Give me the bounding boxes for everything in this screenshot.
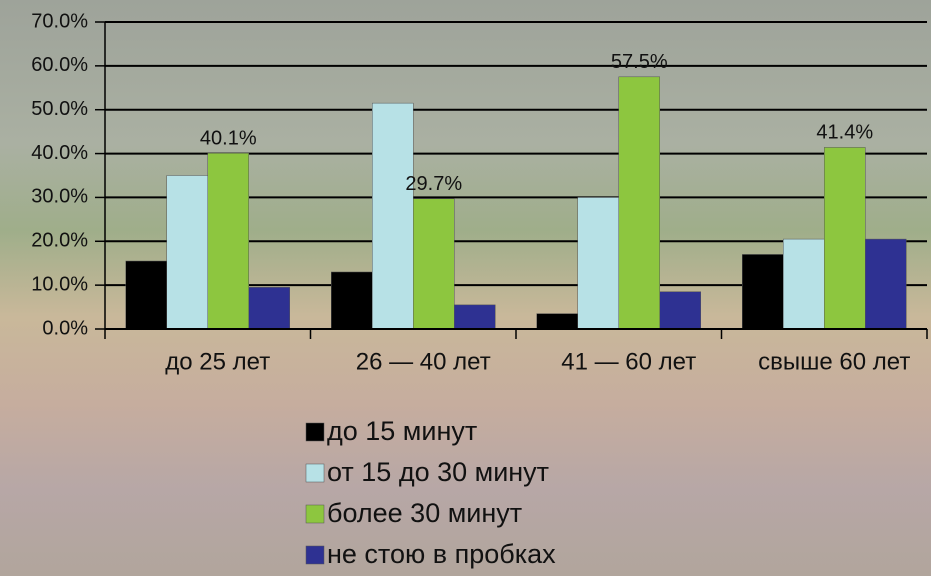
bar: [618, 76, 660, 330]
legend-label: более 30 минут: [327, 498, 522, 528]
bar: [372, 102, 414, 330]
bar: [865, 238, 907, 330]
legend-label: до 15 минут: [327, 416, 477, 446]
x-tick-label: 26 — 40 лет: [356, 348, 491, 375]
value-label: 40.1%: [200, 127, 257, 149]
y-tick-label: 60.0%: [31, 54, 88, 76]
bar: [207, 152, 249, 330]
bar: [659, 291, 701, 330]
bar: [454, 304, 496, 330]
bar: [248, 287, 290, 330]
bar: [783, 238, 825, 330]
x-tick-label: до 25 лет: [165, 348, 270, 375]
legend-swatch: [305, 463, 325, 483]
legend-label: от 15 до 30 минут: [327, 457, 549, 487]
y-tick-label: 0.0%: [42, 317, 88, 339]
legend-swatch: [305, 504, 325, 524]
y-tick-label: 10.0%: [31, 273, 88, 295]
y-tick-label: 50.0%: [31, 98, 88, 120]
value-label: 41.4%: [816, 122, 873, 144]
legend-swatch: [305, 545, 325, 565]
x-tick-label: свыше 60 лет: [758, 348, 910, 375]
x-tick-label: 41 — 60 лет: [561, 348, 696, 375]
y-tick-label: 20.0%: [31, 230, 88, 252]
y-tick-label: 40.0%: [31, 142, 88, 164]
value-label: 29.7%: [405, 173, 462, 195]
y-tick-label: 70.0%: [31, 10, 88, 32]
legend-label: не стою в пробках: [327, 539, 556, 569]
bar: [536, 313, 578, 330]
bar: [577, 197, 619, 330]
value-label: 57.5%: [611, 51, 668, 73]
bar: [331, 271, 373, 330]
bar: [413, 198, 455, 330]
bar: [824, 147, 866, 330]
bar: [742, 254, 784, 330]
bar: [166, 175, 208, 330]
legend-swatch: [305, 422, 325, 442]
bar: [125, 260, 167, 330]
y-tick-label: 30.0%: [31, 186, 88, 208]
